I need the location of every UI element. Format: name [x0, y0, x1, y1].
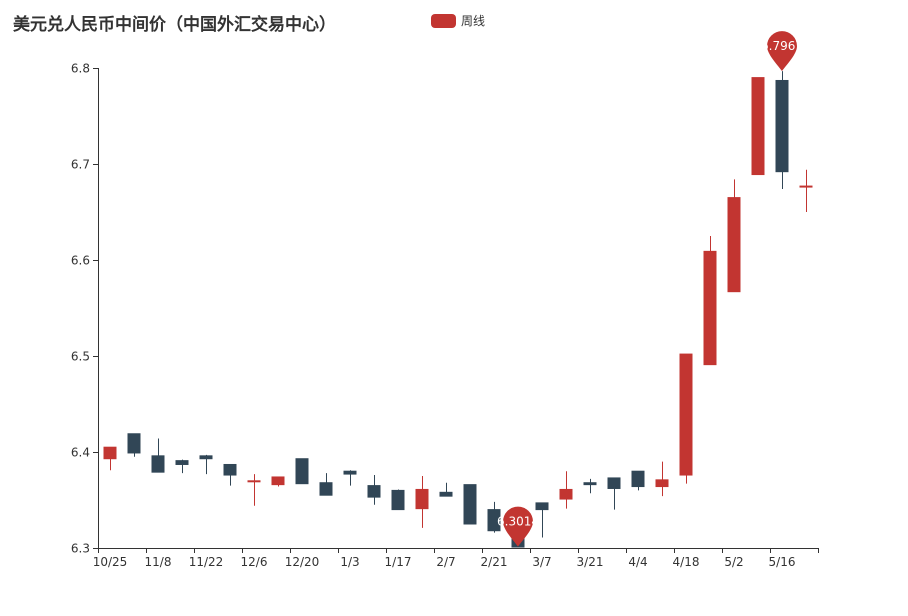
candle-body[interactable] — [655, 479, 669, 488]
candle-body[interactable] — [751, 77, 765, 176]
candle-body[interactable] — [775, 79, 789, 173]
candle-body[interactable] — [439, 491, 453, 497]
candle-body[interactable] — [631, 470, 645, 488]
mark-point-pin[interactable] — [503, 506, 533, 547]
x-tick-label: 4/18 — [673, 555, 700, 569]
candle-body[interactable] — [583, 482, 597, 486]
y-tick-label: 6.5 — [71, 350, 90, 364]
legend-label: 周线 — [461, 14, 486, 28]
x-tick-label: 10/25 — [93, 555, 128, 569]
y-tick-label: 6.8 — [71, 62, 90, 76]
candle-body[interactable] — [271, 476, 285, 486]
x-tick-label: 12/20 — [285, 555, 320, 569]
x-tick-label: 1/17 — [385, 555, 412, 569]
candle-body[interactable] — [799, 185, 813, 188]
candle-body[interactable] — [463, 484, 477, 525]
candle-body[interactable] — [559, 488, 573, 500]
x-tick-label: 4/4 — [628, 555, 647, 569]
y-tick-label: 6.4 — [71, 446, 90, 460]
legend-item-weekly[interactable]: 周线 — [431, 12, 485, 29]
y-tick-label: 6.6 — [71, 254, 90, 268]
candle-body[interactable] — [103, 446, 117, 460]
candle-body[interactable] — [391, 489, 405, 511]
candle-body[interactable] — [367, 485, 381, 498]
y-tick-label: 6.7 — [71, 158, 90, 172]
x-tick-label: 5/16 — [769, 555, 796, 569]
x-tick-label: 2/7 — [436, 555, 455, 569]
x-tick-label: 3/7 — [532, 555, 551, 569]
x-tick-label: 12/6 — [241, 555, 268, 569]
x-tick-label: 1/3 — [340, 555, 359, 569]
candle-body[interactable] — [223, 463, 237, 476]
x-tick-label: 2/21 — [481, 555, 508, 569]
y-tick-label: 6.3 — [71, 542, 90, 556]
candle-body[interactable] — [607, 477, 621, 489]
candle-body[interactable] — [727, 197, 741, 293]
candle-body[interactable] — [175, 460, 189, 465]
candle-body[interactable] — [151, 455, 165, 473]
mark-point-pin[interactable] — [767, 31, 797, 72]
candle-body[interactable] — [295, 458, 309, 485]
x-tick-label: 5/2 — [724, 555, 743, 569]
candle-body[interactable] — [415, 488, 429, 510]
mark-point-label: 6.3014 — [497, 515, 539, 529]
x-tick-label: 11/22 — [189, 555, 224, 569]
candle-body[interactable] — [199, 455, 213, 460]
mark-point-label: 6.7967 — [761, 39, 803, 53]
candle-body[interactable] — [247, 480, 261, 483]
candle-body[interactable] — [319, 482, 333, 496]
legend-swatch — [431, 13, 456, 28]
x-tick-label: 11/8 — [145, 555, 172, 569]
x-tick-label: 3/21 — [577, 555, 604, 569]
candle-body[interactable] — [535, 502, 549, 511]
candle-body[interactable] — [127, 433, 141, 454]
candle-body[interactable] — [679, 353, 693, 476]
candle-body[interactable] — [487, 509, 501, 532]
chart-title: 美元兑人民币中间价（中国外汇交易中心） — [13, 15, 336, 35]
candle-body[interactable] — [703, 250, 717, 366]
candle-body[interactable] — [343, 470, 357, 475]
